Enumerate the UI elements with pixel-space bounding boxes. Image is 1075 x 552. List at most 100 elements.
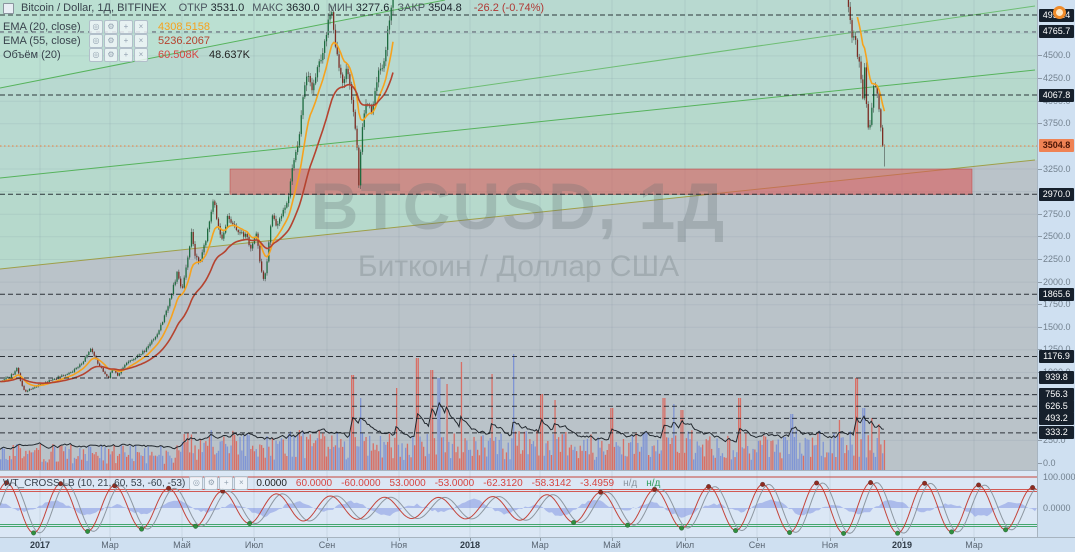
ohlc-label: ОТКР <box>178 2 208 14</box>
visibility-toggle-icon[interactable]: ◎ <box>89 48 103 62</box>
time-tick <box>974 538 975 541</box>
ohlc-label: МИН <box>327 2 353 14</box>
wt-legend-row: WT_CROSS LB (10, 21, 60, 53, -60, -53) ◎… <box>3 476 660 490</box>
time-label: Сен <box>318 540 336 550</box>
series-icon[interactable] <box>3 2 14 14</box>
close-icon[interactable]: × <box>234 476 249 490</box>
wt-legend-buttons: ◎ ⚙ + × <box>189 476 249 490</box>
level-price-badge: 4765.7 <box>1039 25 1074 38</box>
time-tick <box>110 538 111 541</box>
indicator-value: 5236.2067 <box>158 35 210 47</box>
close-icon[interactable]: × <box>134 34 148 48</box>
settings-gear-icon[interactable]: ⚙ <box>204 476 219 490</box>
add-icon[interactable]: + <box>119 48 133 62</box>
ohlc-segment: ОТКР 3531.0 <box>179 2 245 14</box>
price-change: -26.2 (-0.74%) <box>473 2 545 14</box>
ohlc-readout: ОТКР 3531.0 МАКС 3630.0 МИН 3277.6 ЗАКР 3504.8 <box>171 2 462 14</box>
price-label: 1250.0 <box>1043 344 1071 354</box>
add-icon[interactable]: + <box>219 476 234 490</box>
wt-value: -60.0000 <box>341 477 381 489</box>
visibility-toggle-icon[interactable]: ◎ <box>89 34 103 48</box>
add-icon[interactable]: + <box>119 34 133 48</box>
alert-icon[interactable] <box>1053 6 1066 19</box>
time-label: Ноя <box>821 540 839 550</box>
symbol-title[interactable]: Bitcoin / Dollar, 1Д, BITFINEX <box>21 2 167 14</box>
chart-background-canvas <box>0 0 1037 470</box>
price-label: 2500.0 <box>1043 231 1071 241</box>
level-price-badge: 626.5 <box>1039 400 1074 413</box>
wt-value: -53.0000 <box>434 477 475 489</box>
wt-value: 53.0000 <box>389 477 426 489</box>
settings-gear-icon[interactable]: ⚙ <box>104 48 118 62</box>
ohlc-value: 3277.6 <box>355 2 390 14</box>
wt-value: 0.0000 <box>256 477 287 489</box>
time-tick <box>540 538 541 541</box>
visibility-toggle-icon[interactable]: ◎ <box>89 20 103 34</box>
level-price-badge: 756.3 <box>1039 388 1074 401</box>
axis-tick <box>1038 123 1042 124</box>
axis-tick <box>1038 440 1042 441</box>
price-series-canvas <box>0 0 1037 470</box>
axis-tick <box>1038 327 1042 328</box>
legend-buttons: ◎ ⚙ + × <box>89 20 148 34</box>
wt-value: н/д <box>623 477 638 489</box>
close-icon[interactable]: × <box>134 48 148 62</box>
level-price-badge: 1176.9 <box>1039 350 1074 363</box>
chart-plot-area[interactable]: BTCUSD, 1Д Биткоин / Доллар США Bitcoin … <box>0 0 1037 537</box>
indicator-value: 60.508K <box>158 49 199 61</box>
legend-row-ema55: EMA (55, close) ◎ ⚙ + × 5236.2067 <box>3 34 210 48</box>
time-tick <box>182 538 183 541</box>
axis-tick <box>1038 169 1042 170</box>
wt-indicator-title[interactable]: WT_CROSS LB (10, 21, 60, 53, -60, -53) <box>3 477 186 489</box>
ohlc-value: 3630.0 <box>286 2 320 14</box>
time-label: Мар <box>965 540 983 550</box>
wt-value: -58.3142 <box>531 477 572 489</box>
axis-tick <box>1038 282 1042 283</box>
indicator-title[interactable]: EMA (20, close) <box>3 21 81 33</box>
wt-indicator-canvas <box>0 470 1037 537</box>
price-label: 0.0 <box>1043 458 1056 468</box>
last-price-badge: 3504.8 <box>1039 139 1074 152</box>
time-tick <box>470 538 471 541</box>
ohlc-value: 3531.0 <box>210 2 245 14</box>
ohlc-value: 3504.8 <box>428 2 462 14</box>
time-label: 2018 <box>459 540 481 550</box>
wt-values: 0.0000 60.0000 -60.0000 53.0000 -53.0000 -62.… <box>256 478 660 489</box>
close-icon[interactable]: × <box>134 20 148 34</box>
price-label: 1750.0 <box>1043 299 1071 309</box>
time-axis[interactable]: 2017 Мар Май Июл Сен Ноя 2018 Мар Май Июл Сен Ноя 20… <box>0 537 1075 552</box>
level-price-badge: 2970.0 <box>1039 188 1074 201</box>
wt-axis-label: 0.0000 <box>1043 503 1071 513</box>
axis-tick <box>1038 349 1042 350</box>
indicator-value: 48.637K <box>208 49 250 61</box>
price-axis[interactable]: 4952.44765.74500.04250.04067.84000.03750… <box>1037 0 1075 537</box>
add-icon[interactable]: + <box>119 20 133 34</box>
indicator-title[interactable]: EMA (55, close) <box>3 35 81 47</box>
time-tick <box>40 538 41 541</box>
axis-tick <box>1038 463 1042 464</box>
time-label: Май <box>173 540 191 550</box>
time-label: 2017 <box>29 540 51 550</box>
price-label: 3750.0 <box>1043 118 1071 128</box>
axis-tick <box>1038 304 1042 305</box>
time-label: Июл <box>675 540 695 550</box>
price-label: 4500.0 <box>1043 50 1071 60</box>
time-label: Сен <box>748 540 766 550</box>
price-label: 250.0 <box>1043 435 1066 445</box>
time-label: Май <box>603 540 621 550</box>
legend-row-volume: Объём (20) ◎ ⚙ + × 60.508K 48.637K <box>3 48 250 62</box>
settings-gear-icon[interactable]: ⚙ <box>104 20 118 34</box>
pane-separator[interactable] <box>0 470 1037 471</box>
time-tick <box>399 538 400 541</box>
visibility-toggle-icon[interactable]: ◎ <box>189 476 204 490</box>
price-label: 2000.0 <box>1043 277 1071 287</box>
ohlc-label: МАКС <box>252 2 284 14</box>
settings-gear-icon[interactable]: ⚙ <box>104 34 118 48</box>
time-tick <box>830 538 831 541</box>
indicator-title[interactable]: Объём (20) <box>3 49 61 61</box>
ohlc-segment: МИН 3277.6 <box>328 2 390 14</box>
time-tick <box>685 538 686 541</box>
price-label: 2250.0 <box>1043 254 1071 264</box>
level-price-badge: 4067.8 <box>1039 89 1074 102</box>
level-price-badge: 333.2 <box>1039 426 1074 439</box>
